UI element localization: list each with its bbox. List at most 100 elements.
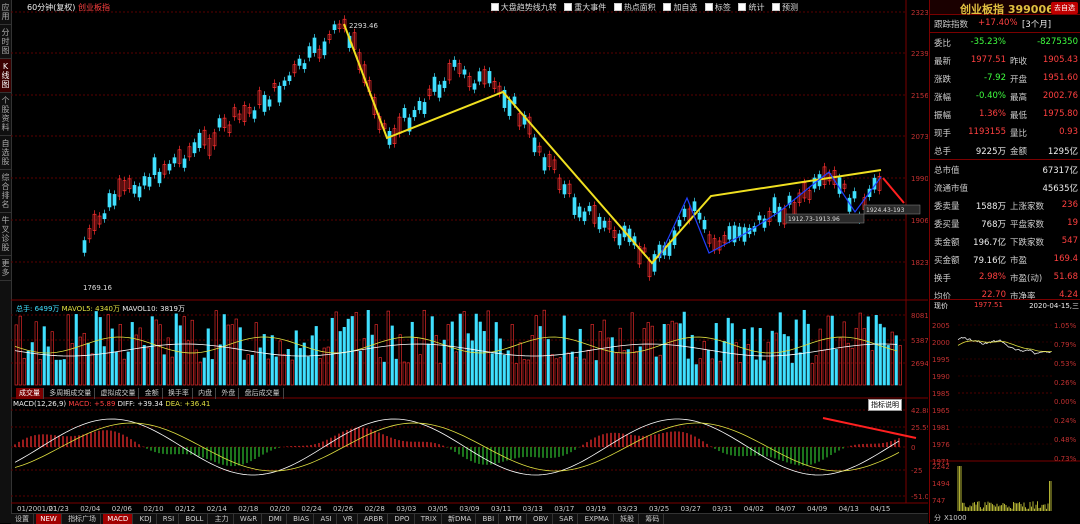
vol-tab-amount[interactable]: 金额 xyxy=(142,388,163,399)
volume-bar xyxy=(790,362,794,386)
candle xyxy=(732,225,737,243)
volume-bar xyxy=(874,315,878,386)
macd-name[interactable]: MACD(12,26,9) xyxy=(13,400,67,408)
price-axis-label: 2156 xyxy=(911,92,928,100)
volume-bar xyxy=(554,358,558,386)
volume-bar xyxy=(122,358,126,386)
macd-axis-label: 25.59 xyxy=(911,424,928,432)
x-date-label: 04/15 xyxy=(870,505,890,513)
tool-hotspot[interactable]: 热点面积 xyxy=(614,3,656,12)
quote-value: 1977.51 xyxy=(970,55,1006,65)
tool-events[interactable]: 重大事件 xyxy=(564,3,606,12)
candle xyxy=(572,197,577,215)
x-date-label: 02/26 xyxy=(333,505,354,513)
quote-row: 总市值 67317亿 xyxy=(930,160,1080,178)
volume-bar xyxy=(106,314,110,386)
volume-bar xyxy=(742,328,746,386)
vol-tab-inner[interactable]: 内盘 xyxy=(195,388,217,399)
left-tab-stock-info[interactable]: 个股资料 xyxy=(0,93,11,136)
volume-bar xyxy=(598,331,602,386)
candle xyxy=(337,23,342,29)
volume-bar xyxy=(54,359,58,386)
candle xyxy=(517,113,522,127)
candle xyxy=(502,89,507,108)
candle xyxy=(177,149,182,164)
volume-bar xyxy=(398,334,402,386)
volume-bar xyxy=(690,334,694,386)
quote-key: 现手 xyxy=(934,129,952,139)
volume-bar xyxy=(514,363,518,386)
tool-trend[interactable]: 大盘趋势线九转 xyxy=(491,3,557,12)
volume-bar xyxy=(494,322,498,386)
candle xyxy=(232,107,237,118)
candle xyxy=(122,180,127,192)
period-label[interactable]: 60分钟(复权) xyxy=(27,3,76,12)
volume-bar xyxy=(602,319,606,386)
quote-row: 换手 2.98% 市盈(动) 51.68 xyxy=(930,268,1080,286)
volume-bar xyxy=(186,340,190,386)
high-annotation: 2293.46 xyxy=(349,22,378,30)
candle xyxy=(452,59,457,67)
volume-bar xyxy=(490,353,494,386)
quote-key-2: 平盘家数 xyxy=(1010,220,1045,230)
left-tab-watchlist[interactable]: 自选股 xyxy=(0,136,11,170)
volume-bar xyxy=(882,327,886,386)
candle xyxy=(92,213,97,231)
left-tab-more[interactable]: 更多 xyxy=(0,256,11,281)
quote-row: 卖金额 196.7亿 下跌家数 547 xyxy=(930,232,1080,250)
tool-forecast[interactable]: 预测 xyxy=(772,3,798,12)
volume-bar xyxy=(242,359,246,386)
candle xyxy=(242,105,247,122)
left-tab-timeshare[interactable]: 分时图 xyxy=(0,25,11,59)
chart-area[interactable]: 60分钟(复权) 创业板指 大盘趋势线九转 重大事件 热点面积 加自选 标签 统… xyxy=(11,0,928,523)
candle xyxy=(187,146,192,158)
macd-help-button[interactable]: 指标说明 xyxy=(868,399,902,411)
add-watch-badge[interactable]: 去自选 xyxy=(1051,2,1078,14)
kline-chart-svg: 2293.46 1769.16 1912.73-1913.96 1924.43-… xyxy=(11,0,928,513)
vol-tab-volume[interactable]: 成交量 xyxy=(16,388,44,399)
tool-add-watch[interactable]: 加自选 xyxy=(663,3,697,12)
vol-tab-afterhours[interactable]: 盘后成交量 xyxy=(242,388,284,399)
volume-bar xyxy=(338,331,342,386)
macd-diff-line xyxy=(14,418,900,476)
left-tab-diagnose[interactable]: 牛叉诊股 xyxy=(0,213,11,256)
volume-bar xyxy=(262,334,266,386)
vol-tab-turnover[interactable]: 换手率 xyxy=(165,388,193,399)
tool-tag[interactable]: 标签 xyxy=(705,3,731,12)
volume-bar xyxy=(226,324,230,386)
vol-tab-virtual[interactable]: 虚拟成交量 xyxy=(97,388,140,399)
track-value: +17.40% xyxy=(978,18,1018,28)
x-date-label: 02/06 xyxy=(112,505,133,513)
left-tab-kline[interactable]: K线图 xyxy=(0,59,11,93)
vol-tab-outer[interactable]: 外盘 xyxy=(218,388,240,399)
candle xyxy=(482,69,487,85)
quote-key: 均价 xyxy=(934,292,952,302)
quote-value: -7.92 xyxy=(984,73,1006,83)
candle xyxy=(282,80,287,86)
volume-ma5: MAVOL5: 4340万 xyxy=(61,305,120,313)
quote-panel: 创业板指 399006 去自选 跟踪指数 +17.40% [3个月] 委比 -35… xyxy=(929,0,1080,523)
quote-row: 流通市值 45635亿 xyxy=(930,178,1080,196)
candle xyxy=(267,99,272,107)
left-tab-apps[interactable]: 应用 xyxy=(0,0,11,25)
volume-bar xyxy=(698,358,702,386)
quote-value-2: 2002.76 xyxy=(1042,91,1078,101)
mini-vol-axis-label: 747 xyxy=(932,497,945,505)
volume-bar xyxy=(134,334,138,386)
quote-key: 委买量 xyxy=(934,220,960,230)
volume-bar xyxy=(866,316,870,386)
ind-tab-chips[interactable]: 筹码 xyxy=(641,514,665,524)
macd-dea-line xyxy=(14,422,900,472)
vol-tab-multi[interactable]: 多周期成交量 xyxy=(46,388,96,399)
volume-bar xyxy=(450,321,454,386)
left-tab-ranking[interactable]: 综合排名 xyxy=(0,170,11,213)
volume-bar xyxy=(654,356,658,386)
volume-bar xyxy=(710,358,714,386)
volume-bar xyxy=(894,335,898,386)
volume-axis-label: 2694 xyxy=(911,360,928,368)
candle xyxy=(692,201,697,212)
tool-stats[interactable]: 统计 xyxy=(738,3,764,12)
candle xyxy=(677,219,682,227)
candle xyxy=(467,75,472,88)
track-period[interactable]: [3个月] xyxy=(1022,20,1052,30)
